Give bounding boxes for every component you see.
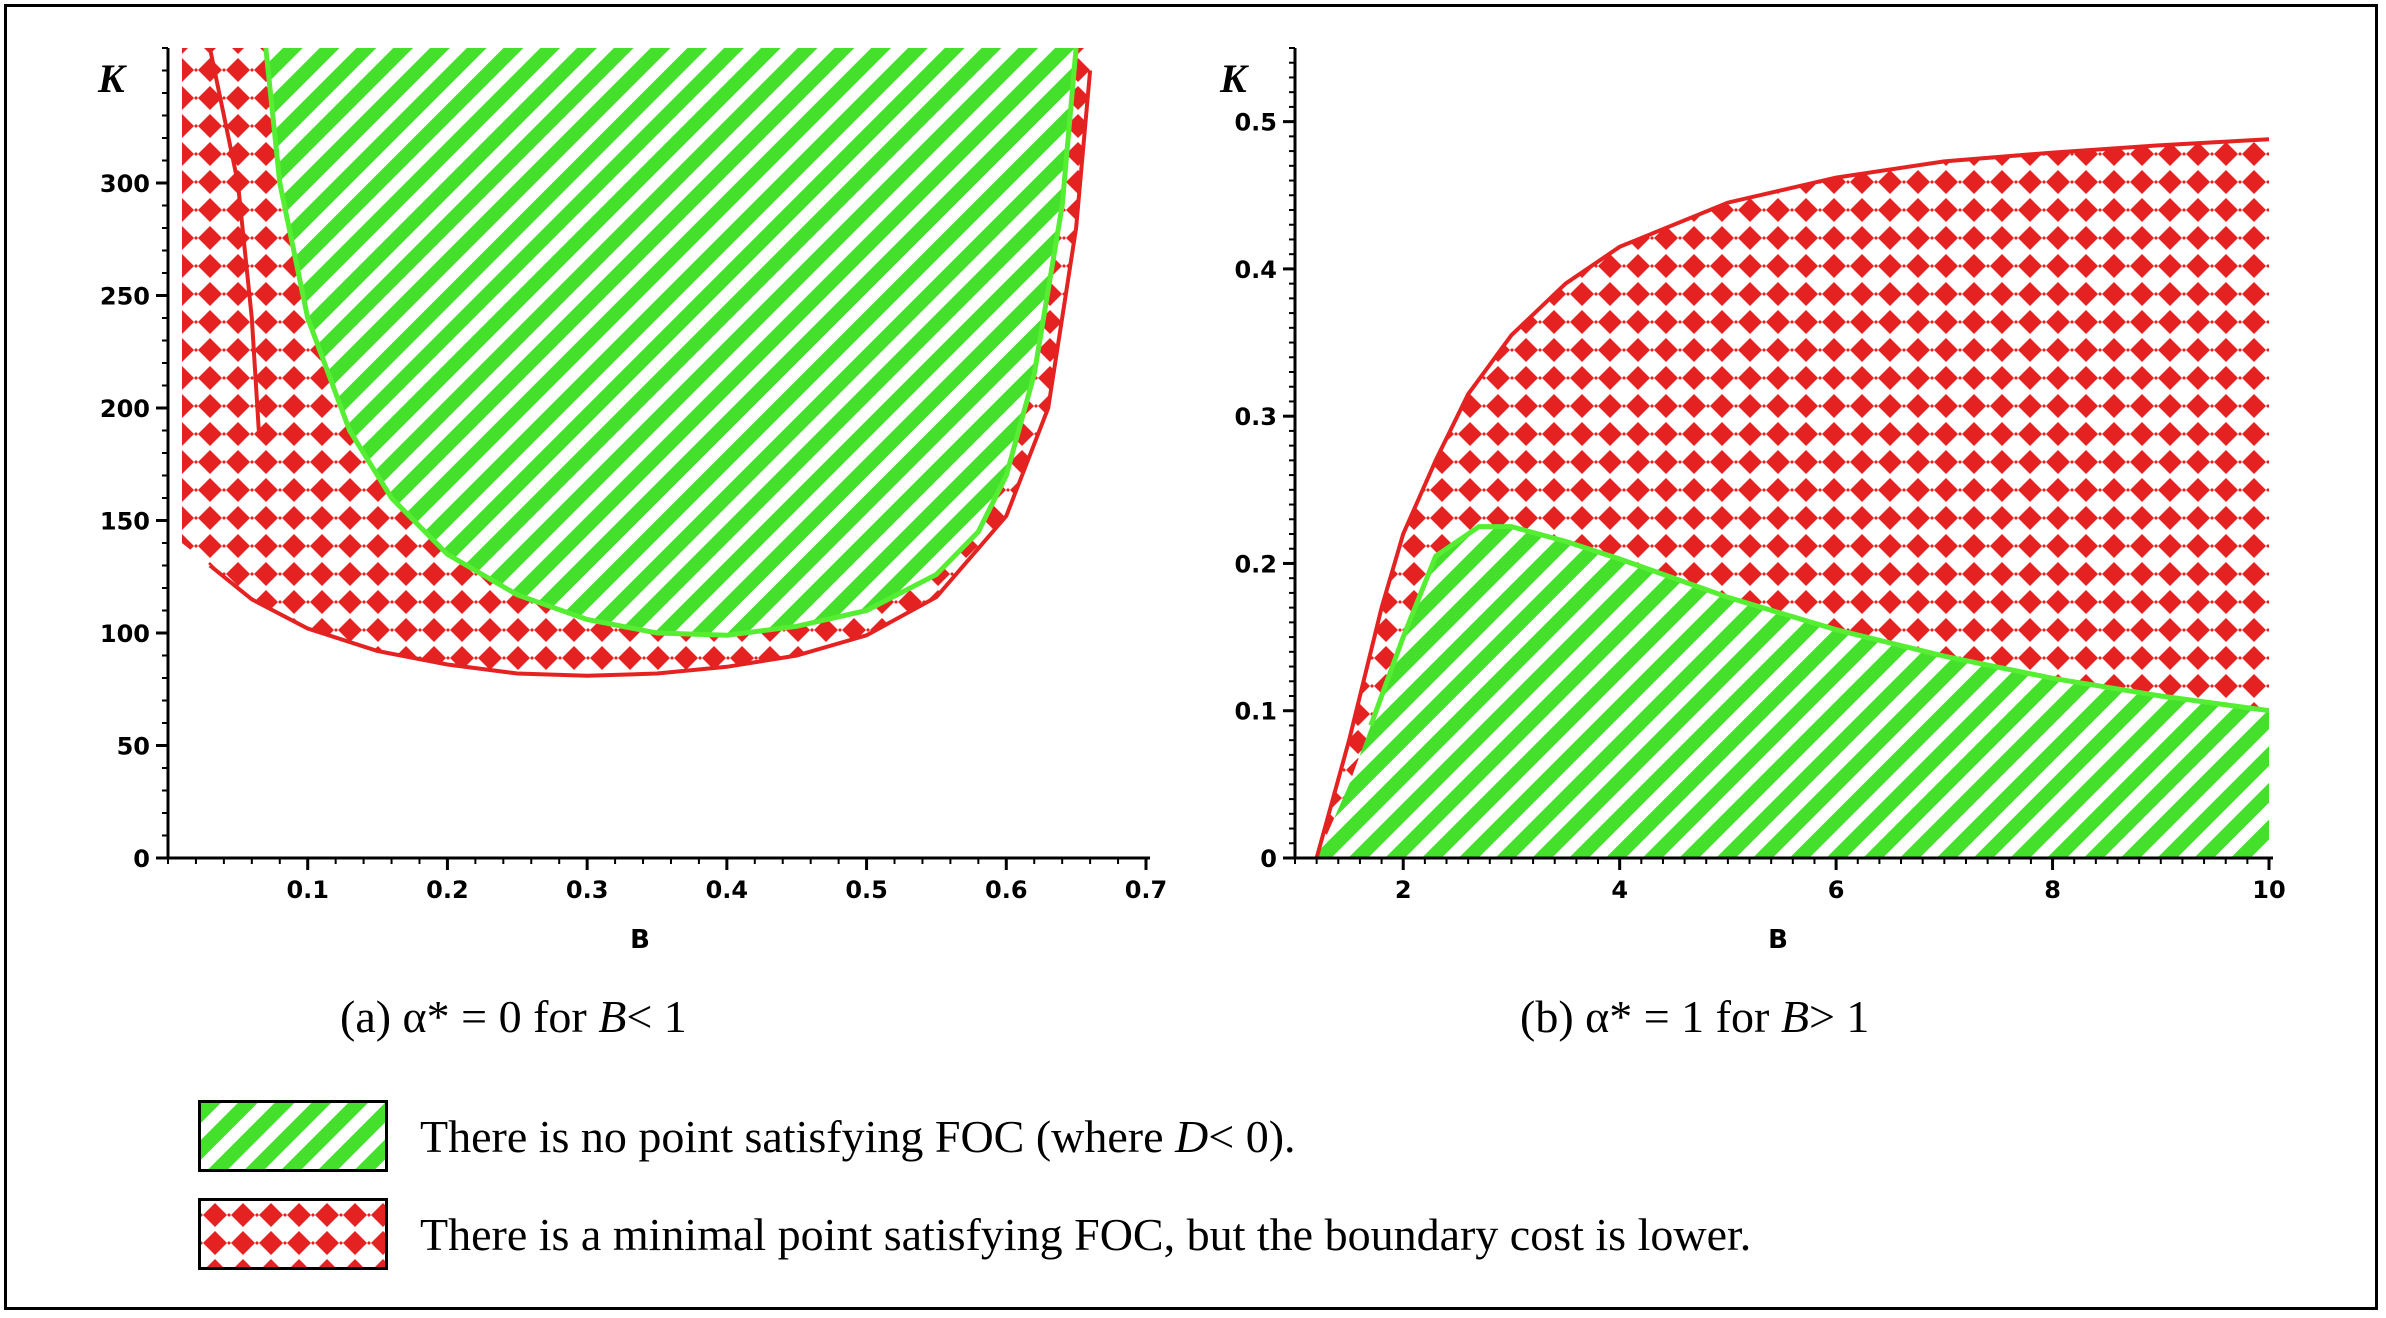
panel-a-x-tick-label: 0.7 xyxy=(1125,876,1168,904)
panel-b-x-axis-label: B xyxy=(1768,925,1788,955)
panel-a-y-tick-label: 150 xyxy=(100,508,150,536)
panel-b-x-tick-label: 6 xyxy=(1828,876,1845,904)
legend-text-red: There is a minimal point satisfying FOC,… xyxy=(420,1208,1751,1261)
panel-a-x-tick-label: 0.3 xyxy=(566,876,609,904)
legend-item-green: There is no point satisfying FOC (where … xyxy=(198,1098,1296,1174)
panel-a-x-tick-label: 0.6 xyxy=(985,876,1028,904)
legend-swatch-green xyxy=(198,1100,388,1172)
panel-a-caption-var: B xyxy=(598,991,627,1042)
legend-text-green-after: < 0). xyxy=(1208,1110,1296,1162)
legend-text-green: There is no point satisfying FOC (where … xyxy=(420,1110,1296,1163)
panel-b-y-tick-label: 0.2 xyxy=(1234,550,1277,578)
panel-b-y-tick-label: 0.1 xyxy=(1234,698,1277,726)
legend-swatch-red xyxy=(198,1198,388,1270)
panel-a-x-tick-label: 0.1 xyxy=(286,876,329,904)
panel-a-caption: (a) α* = 0 for B< 1 xyxy=(340,990,687,1043)
panel-b-caption-suffix: > 1 xyxy=(1808,991,1870,1042)
panel-a-y-tick-label: 100 xyxy=(100,620,150,648)
panel-b-caption-var: B xyxy=(1780,991,1809,1042)
panel-a-x-tick-label: 0.4 xyxy=(706,876,749,904)
panel-b-y-tick-label: 0 xyxy=(1260,845,1277,873)
legend-item-red: There is a minimal point satisfying FOC,… xyxy=(198,1196,1751,1272)
panel-a-y-tick-label: 300 xyxy=(100,170,150,198)
panel-a-red-boundary xyxy=(208,70,1093,678)
legend-text-green-main: There is no point satisfying FOC (where xyxy=(420,1110,1176,1162)
panel-b-caption-prefix: (b) α* = 1 for xyxy=(1520,991,1781,1042)
panel-b-x-tick-label: 2 xyxy=(1395,876,1412,904)
panel-a: 0.1 0.2 0.3 0.4 0.5 0.6 0.7050100150200250300 … xyxy=(97,47,1168,955)
panel-a-axes: 0.1 0.2 0.3 0.4 0.5 0.6 0.7 0 50 100 150 200 250 300 xyxy=(100,47,1168,904)
panel-a-caption-prefix: (a) α* = 0 for xyxy=(340,991,599,1042)
panel-a-y-tick-label: 250 xyxy=(100,283,150,311)
panel-a-green-boundary xyxy=(263,48,1079,638)
panel-b-y-axis-label: K xyxy=(1219,56,1249,101)
panel-b-y-tick-label: 0.5 xyxy=(1234,109,1277,137)
panel-a-y-tick-label: 200 xyxy=(100,395,150,423)
panel-b: 2 4 6 8 10 0 0.1 0.2 0.3 0.4 0.5 K B xyxy=(1219,47,2286,955)
panel-a-y-tick-label: 50 xyxy=(117,733,150,761)
panel-b-axes: 2 4 6 8 10 0 0.1 0.2 0.3 0.4 0.5 xyxy=(1234,47,2286,904)
panel-a-red-left-boundary xyxy=(207,48,261,431)
panel-a-caption-suffix: < 1 xyxy=(626,991,687,1042)
panel-a-y-tick-label: 0 xyxy=(133,845,150,873)
panel-b-y-tick-label: 0.4 xyxy=(1234,256,1277,284)
legend-text-red-main: There is a minimal point satisfying FOC,… xyxy=(420,1208,1752,1260)
panel-a-x-axis-label: B xyxy=(630,925,650,955)
legend-text-green-var: D xyxy=(1175,1110,1209,1162)
panel-a-x-tick-label: 0.5 xyxy=(845,876,888,904)
panel-a-x-tick-label: 0.2 xyxy=(426,876,469,904)
panel-b-x-tick-label: 4 xyxy=(1611,876,1628,904)
panel-b-red-boundary xyxy=(1314,137,2269,858)
panel-a-y-axis-label: K xyxy=(97,56,127,101)
panel-b-green-region xyxy=(1316,526,2269,858)
panel-b-x-tick-label: 8 xyxy=(2044,876,2061,904)
panel-b-green-boundary xyxy=(1368,524,2269,727)
panel-b-caption: (b) α* = 1 for B> 1 xyxy=(1520,990,1869,1043)
panel-b-x-tick-label: 10 xyxy=(2252,876,2285,904)
panel-b-y-tick-label: 0.3 xyxy=(1234,403,1277,431)
panel-a-green-region xyxy=(265,48,1077,636)
